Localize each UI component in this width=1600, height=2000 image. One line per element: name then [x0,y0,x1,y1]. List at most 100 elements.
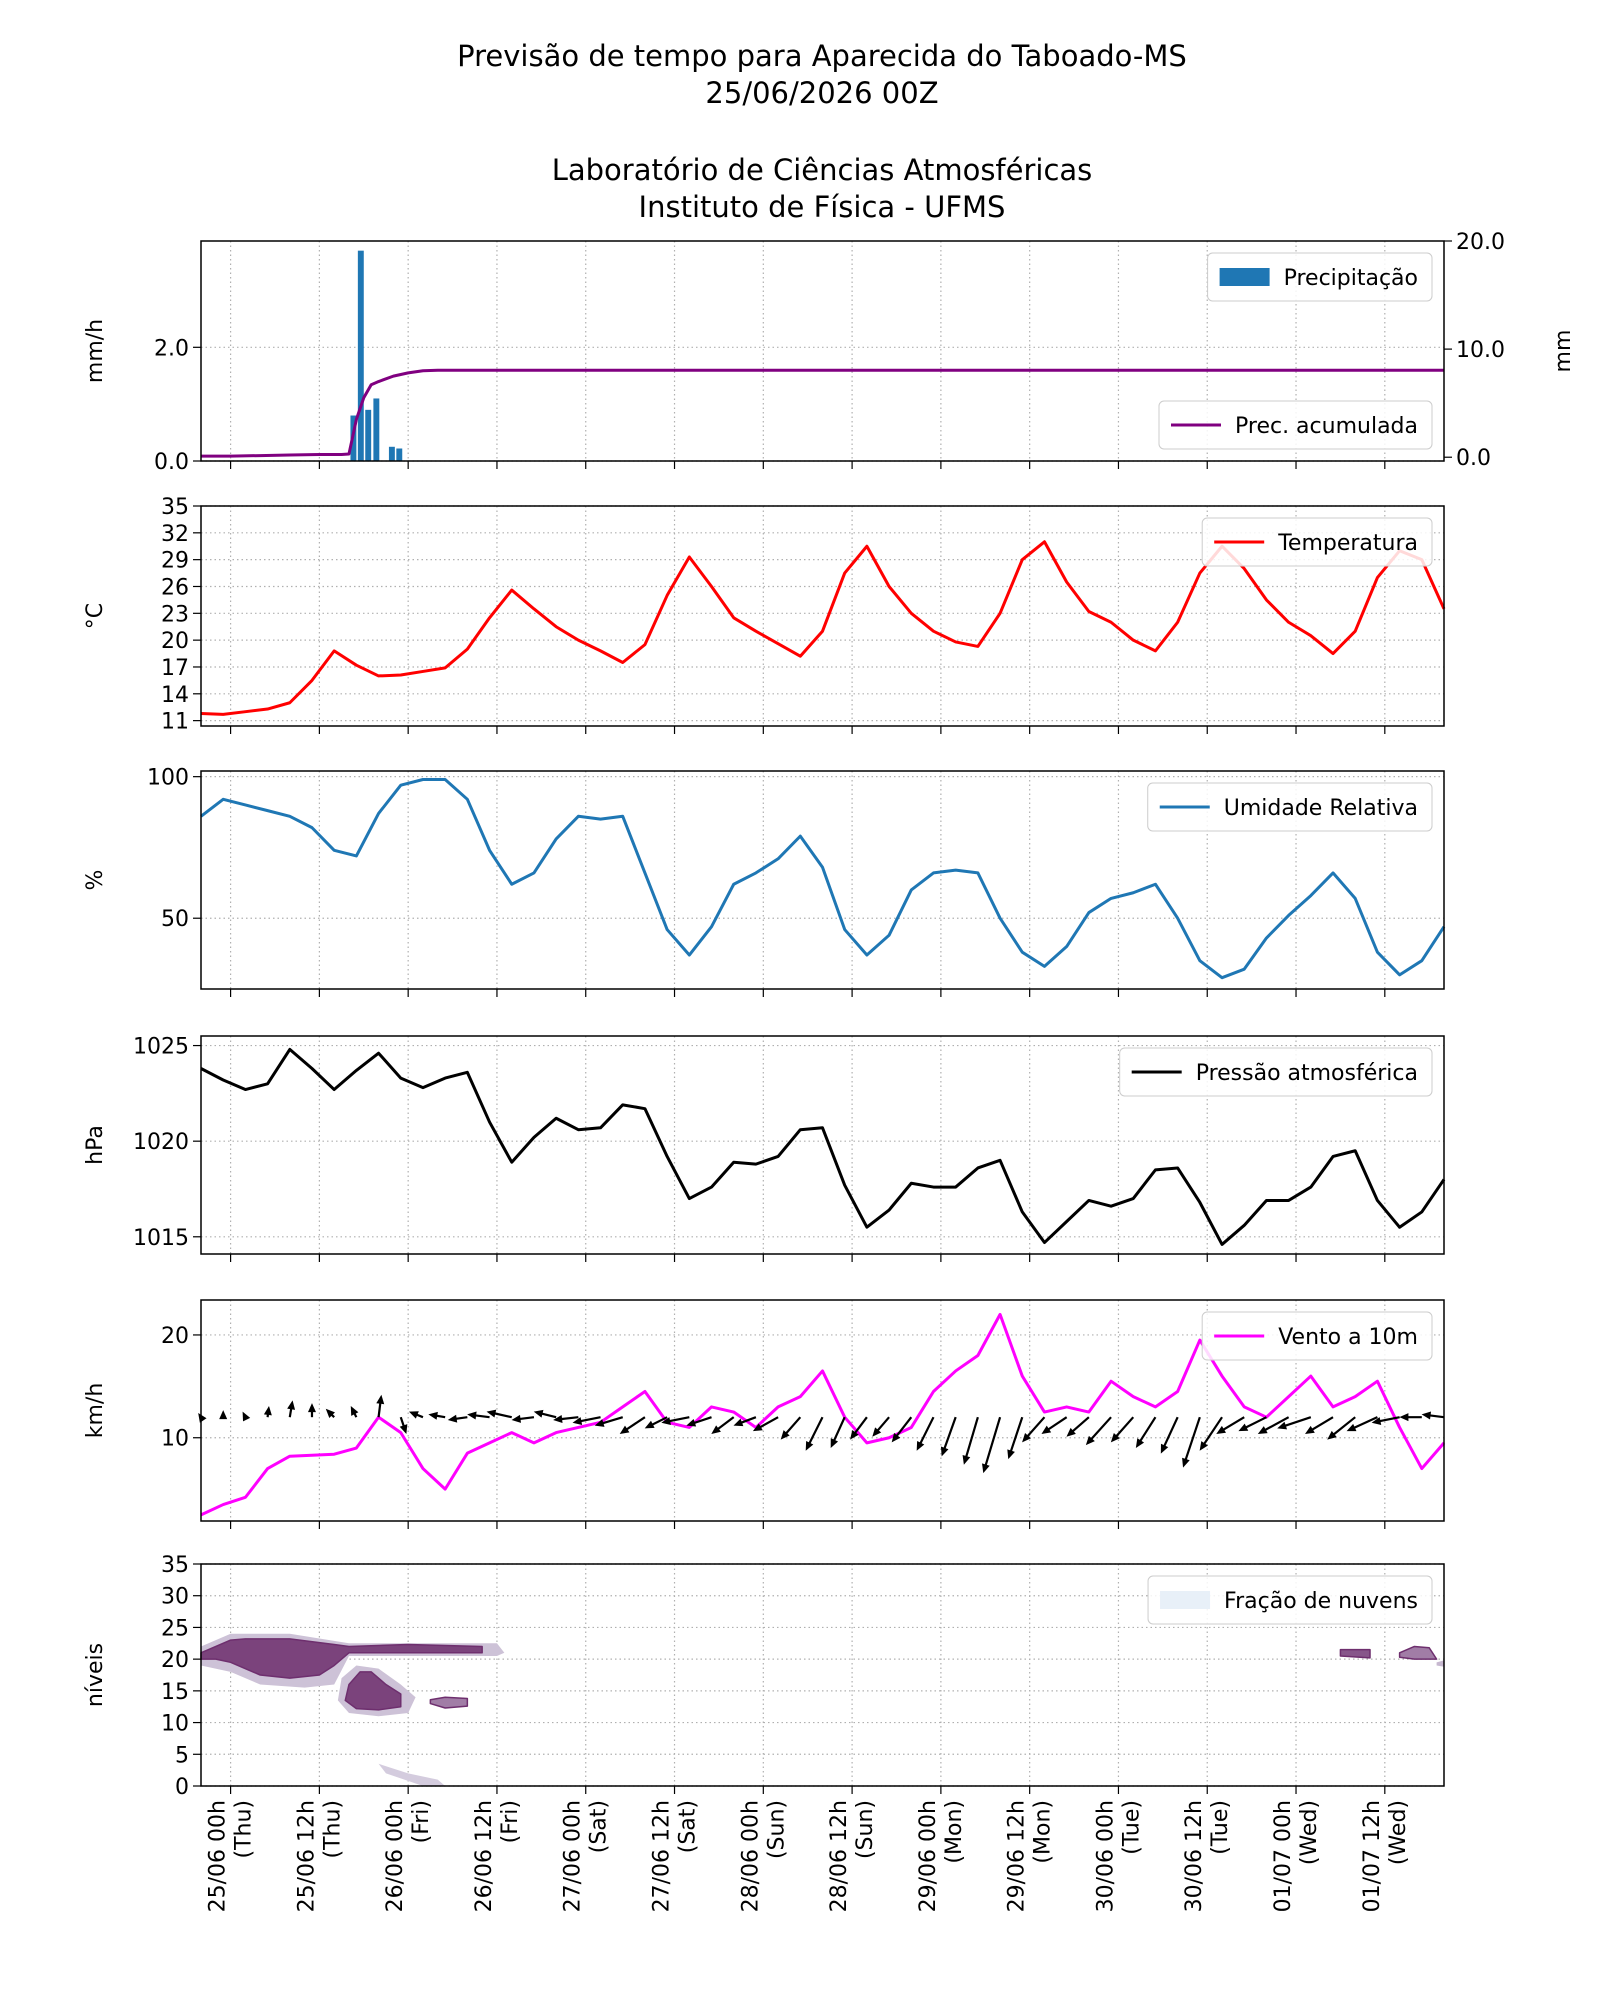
wind-arrow [1346,1416,1378,1432]
wind-arrow [1022,1416,1046,1443]
arrow-shaft [577,1416,601,1423]
arrow-head [1346,1423,1357,1432]
arrow-shaft [1162,1416,1179,1450]
wind-arrow [1066,1416,1090,1437]
x-tick-label: 29/06 12h [1005,1800,1030,1912]
arrow-head [399,1424,408,1434]
x-tick-day: (Sat) [587,1800,612,1853]
wind-arrow [1399,1413,1422,1422]
arrow-head [752,1423,763,1432]
legend-swatch [1219,268,1270,286]
arrow-head [1066,1427,1076,1437]
panel: 50 100% Umidade Relativa [83,766,1446,997]
y-tick-label: 1025 [133,1035,189,1060]
legend-box [1147,782,1433,832]
arrow-head [872,1427,882,1437]
arrow-head [711,1425,721,1434]
wind-arrow [1327,1416,1356,1440]
legend: Fração de nuvens [1147,1575,1433,1625]
x-tick-label: 27/06 12h [650,1800,675,1912]
arrow-head [1238,1423,1249,1432]
wind-arrow [242,1411,251,1422]
wind-arrow [287,1400,296,1418]
arrow-shaft [918,1416,935,1447]
arrow-head [553,1415,563,1423]
arrow-head [940,1446,949,1457]
arrow-head [916,1440,925,1451]
x-tick-day: (Sun) [853,1800,878,1859]
cloud-patch [200,1638,483,1679]
y-tick-label: 11 [161,710,189,735]
x-tick-label: 28/06 12h [827,1800,852,1912]
wind-arrow [1085,1416,1112,1446]
plot-frame [200,1035,1445,1255]
wind-arrow [1277,1416,1312,1430]
arrow-shaft [666,1416,690,1423]
y-tick-label: 23 [161,602,189,627]
wind-arrow [733,1416,757,1427]
arrow-head [1371,1417,1382,1425]
cloud-patch [378,1763,446,1786]
panel: 1015 1020 1025 hPa Pressão atmosférica [83,1035,1446,1262]
legend-label: Precipitação [1284,266,1418,291]
line [200,1312,1446,1517]
wind-arrow [447,1414,468,1423]
wind-arrow [307,1403,316,1418]
y-tick-label: 32 [161,522,189,547]
arrow-head [1007,1449,1015,1460]
x-tick-day: (Tue) [1119,1800,1144,1855]
wind-arrow [1041,1416,1068,1434]
wind-arrow [1305,1416,1334,1434]
legend: Vento a 10m [1201,1311,1433,1361]
plot-frame [200,1563,1445,1787]
legend: Temperatura [1201,517,1433,567]
plot-frame [200,770,1445,990]
wind-arrow [1160,1416,1179,1454]
y-tick-label: 25 [161,1616,189,1641]
arrow-head [644,1420,655,1429]
panel: 25/06 00h (Thu) 25/06 12h (Thu) 26/06 00h (Fr… [83,1553,1445,1912]
plot-frame [200,240,1445,462]
y2-tick-label: 0.0 [1456,446,1491,471]
legend-box [1201,1311,1433,1361]
legend-label: Prec. acumulada [1235,414,1418,439]
arrow-head [891,1432,901,1443]
arrow-head [1277,1421,1288,1430]
arrow-shaft [1045,1416,1068,1432]
arrow-head [1399,1413,1409,1422]
x-tick-label: 30/06 12h [1182,1800,1207,1912]
y-tick-label: 10 [161,1712,189,1737]
y-tick-label: 2.0 [154,336,189,361]
cloud-patch [1398,1645,1438,1660]
arrow-shaft [1137,1416,1157,1445]
arrow-shaft [1376,1416,1400,1423]
legend-label: Vento a 10m [1278,1325,1418,1350]
legend: Umidade Relativa [1147,782,1433,832]
wind-arrow [467,1411,490,1420]
wind-arrow [962,1416,979,1465]
legend-swatch [1160,1591,1211,1609]
y-tick-label: 17 [161,656,189,681]
arrow-shaft [894,1416,913,1439]
wind-arrow [198,1412,207,1423]
wind-arrow [940,1416,957,1457]
y-axis-label: % [83,870,108,891]
arrow-shaft [1242,1416,1267,1430]
y-axis-label: °C [83,603,108,629]
arrow-shaft [1088,1416,1112,1442]
wind-arrow [982,1416,1002,1474]
arrow-head [486,1409,497,1418]
x-tick-label: 27/06 00h [561,1800,586,1912]
legend-label: Temperatura [1277,531,1418,556]
y-tick-label: 30 [161,1585,189,1610]
arrow-head [1305,1425,1315,1434]
wind-arrow [350,1405,359,1418]
y-axis-label: km/h [83,1383,108,1439]
arrow-head [219,1410,228,1420]
arrow-head [287,1400,296,1410]
wind-arrow [686,1416,712,1427]
y-tick-label: 0.0 [154,450,189,475]
legend-box [1119,1047,1433,1097]
wind-arrow [1371,1416,1400,1425]
chart-subtitle: Instituto de Física - UFMS [639,190,1006,224]
